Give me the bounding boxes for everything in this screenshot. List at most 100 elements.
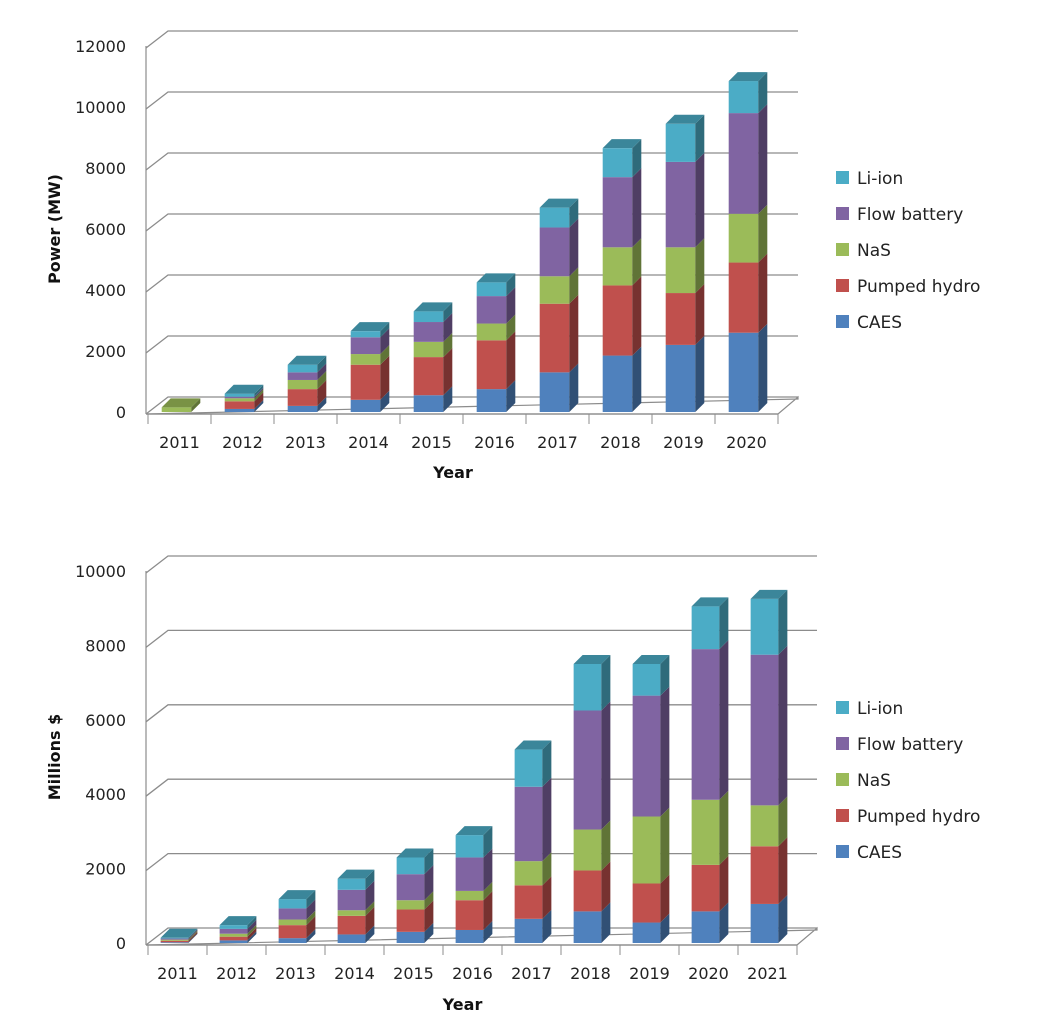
bar-front xyxy=(728,213,759,263)
bar-segment-li-ion xyxy=(539,198,579,228)
y-tick-label: 6000 xyxy=(85,711,126,730)
bar-front xyxy=(350,337,381,355)
bar-front xyxy=(602,285,633,356)
bar-side xyxy=(758,72,768,114)
legend-label: Li-ion xyxy=(857,699,903,719)
bar-front xyxy=(665,123,696,162)
bar-front xyxy=(396,874,425,901)
bar-front xyxy=(224,408,255,412)
bar-front xyxy=(750,805,779,847)
bar-side xyxy=(569,294,579,373)
bar-front xyxy=(632,922,661,943)
bar-front xyxy=(161,407,192,412)
bar-side xyxy=(695,152,705,248)
bar-side xyxy=(188,928,198,939)
gridline xyxy=(145,152,798,171)
bar-front xyxy=(539,276,570,304)
bar-segment-caes xyxy=(337,925,375,943)
bar-segment-caes xyxy=(455,920,493,943)
bar-segment-li-ion xyxy=(750,589,788,655)
bar-front xyxy=(632,695,661,817)
legend-label: NaS xyxy=(857,771,891,791)
bar-front xyxy=(160,938,189,940)
bar-side xyxy=(601,861,611,912)
legend-label: CAES xyxy=(857,843,902,863)
legend-label: CAES xyxy=(857,313,902,333)
bar-segment-flow-battery xyxy=(750,645,788,806)
legend-item: NaS xyxy=(836,241,891,261)
bar-front xyxy=(337,889,366,911)
bar-side xyxy=(306,929,316,943)
bar-segment-nas xyxy=(278,910,316,926)
bar-segment-li-ion xyxy=(350,322,390,338)
bar-front xyxy=(476,323,507,341)
legend-swatch xyxy=(836,315,849,328)
bar-segment-nas xyxy=(602,238,642,286)
bar-top xyxy=(219,916,257,926)
bar-segment-pumped-hydro xyxy=(750,837,788,904)
bar-top xyxy=(413,302,453,312)
bar-segment-li-ion xyxy=(691,597,729,650)
legend: Li-ion Flow battery NaS Pumped hydro CAES xyxy=(836,169,980,333)
bar-top xyxy=(632,655,670,664)
bar-segment-flow-battery xyxy=(514,777,552,862)
bar-segment-flow-battery xyxy=(691,640,729,800)
bar-front xyxy=(691,799,720,865)
bar-front xyxy=(219,925,248,929)
x-tick-label: 2016 xyxy=(474,433,515,452)
x-tick-label: 2020 xyxy=(688,964,729,983)
legend-label: NaS xyxy=(857,241,891,261)
bar-top xyxy=(455,826,493,836)
bar-side xyxy=(188,930,198,941)
gridline xyxy=(145,91,798,110)
bar-front xyxy=(160,937,189,939)
bar-front xyxy=(750,846,779,904)
bar-top xyxy=(514,740,552,750)
bar-side xyxy=(632,238,642,286)
bar-segment-pumped-hydro xyxy=(665,284,705,345)
bar-side xyxy=(483,881,493,901)
bar-top xyxy=(602,139,642,149)
bar-top xyxy=(160,928,198,938)
bar-side xyxy=(443,302,453,323)
bar-front xyxy=(350,399,381,412)
bar-top xyxy=(573,655,611,664)
bar-front xyxy=(413,357,444,396)
legend-label: Pumped hydro xyxy=(857,807,980,827)
bar-top xyxy=(728,72,768,82)
x-tick-label: 2011 xyxy=(159,433,200,452)
bar-front xyxy=(750,654,779,806)
x-tick-label: 2019 xyxy=(663,433,704,452)
legend-swatch xyxy=(836,845,849,858)
bar-side xyxy=(247,924,257,937)
bar-front xyxy=(665,344,696,412)
legend-swatch xyxy=(836,701,849,714)
bar-segment-li-ion xyxy=(396,848,434,875)
bar-segment-caes xyxy=(219,931,257,943)
x-tick-label: 2015 xyxy=(393,964,434,983)
bar-segment-li-ion xyxy=(728,72,768,114)
bar-side xyxy=(569,218,579,277)
x-axis-title: Year xyxy=(442,995,483,1014)
bar-segment-pumped-hydro xyxy=(539,294,579,373)
bar-front xyxy=(665,293,696,345)
bar-side xyxy=(778,837,788,904)
legend-item: Flow battery xyxy=(836,205,963,225)
bar-side xyxy=(483,848,493,891)
bar-segment-li-ion xyxy=(514,740,552,787)
bar-side xyxy=(506,287,516,324)
bar-side xyxy=(365,901,375,916)
bar-front xyxy=(413,395,444,412)
bar-side xyxy=(188,929,198,940)
legend: Li-ion Flow battery NaS Pumped hydro CAES xyxy=(836,699,980,863)
x-tick-label: 2012 xyxy=(222,433,263,452)
bar-front xyxy=(750,598,779,655)
bar-side xyxy=(660,874,670,923)
bar-segment-caes xyxy=(728,323,768,412)
bar-front xyxy=(224,401,255,409)
bar-segment-caes xyxy=(160,933,198,943)
bar-front xyxy=(476,389,507,412)
bar-side xyxy=(719,790,729,865)
bar-segment-caes xyxy=(514,909,552,943)
